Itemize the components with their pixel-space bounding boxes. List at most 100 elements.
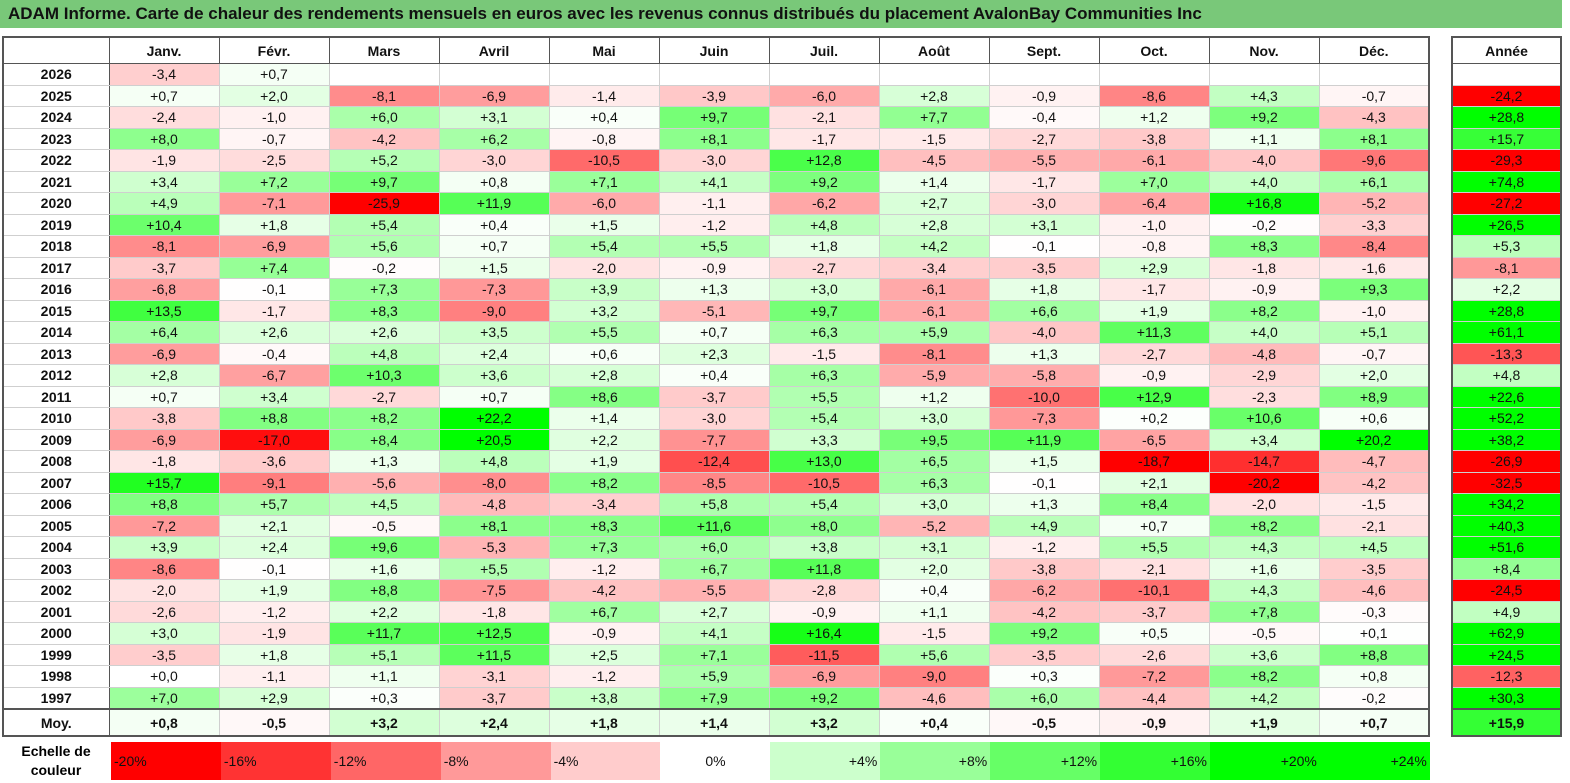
year-label: 1999 <box>2 643 110 666</box>
heat-cell: +6,7 <box>658 557 770 580</box>
heat-cell: +0,6 <box>548 342 660 365</box>
annual-row: +2,2 <box>1451 278 1562 301</box>
heat-cell: -5,5 <box>988 149 1100 172</box>
heat-cell: +4,1 <box>658 170 770 193</box>
heat-cell: +9,5 <box>878 428 990 451</box>
annual-row: -13,3 <box>1451 342 1562 365</box>
heat-cell: -0,9 <box>988 84 1100 107</box>
heat-cell <box>548 63 660 86</box>
year-label: 2014 <box>2 321 110 344</box>
heat-cell: -2,5 <box>218 149 330 172</box>
table-row: 2009 -6,9 -17,0 +8,4 +20,5 +2,2 -7,7 +3,3 +9,5 +1… <box>2 428 1430 451</box>
heat-cell: +3,0 <box>768 278 880 301</box>
heat-cell: +1,9 <box>218 579 330 602</box>
year-label: 2017 <box>2 256 110 279</box>
annual-cell: +38,2 <box>1451 428 1562 451</box>
heat-cell: +5,6 <box>328 235 440 258</box>
annual-cell: +30,3 <box>1451 686 1562 710</box>
table-row: 2003 -8,6 -0,1 +1,6 +5,5 -1,2 +6,7 +11,8 +2,0 -3,… <box>2 557 1430 580</box>
heat-cell: +22,2 <box>438 407 550 430</box>
annual-cell: -24,5 <box>1451 579 1562 602</box>
heat-cell: +1,1 <box>328 665 440 688</box>
heat-cell: -3,6 <box>218 450 330 473</box>
heat-cell: +9,2 <box>768 170 880 193</box>
heat-cell: +2,6 <box>328 321 440 344</box>
heat-cell: -4,8 <box>1208 342 1320 365</box>
heat-cell: +4,8 <box>328 342 440 365</box>
heat-cell: -5,6 <box>328 471 440 494</box>
month-header: Janv. <box>108 36 220 64</box>
heat-cell: -2,0 <box>1208 493 1320 516</box>
heat-cell: -3,7 <box>438 686 550 710</box>
heat-cell: -3,5 <box>1318 557 1430 580</box>
average-label: Moy. <box>2 708 110 737</box>
heat-cell <box>988 63 1100 86</box>
heat-cell: +9,6 <box>328 536 440 559</box>
heat-cell: +8,1 <box>1318 127 1430 150</box>
heat-cell: +0,1 <box>1318 622 1430 645</box>
heat-cell: -5,9 <box>878 364 990 387</box>
heat-cell: +8,2 <box>1208 299 1320 322</box>
heat-cell <box>658 63 770 86</box>
heat-cell: -3,3 <box>1318 213 1430 236</box>
heat-cell: -25,9 <box>328 192 440 215</box>
heat-cell: +2,0 <box>1318 364 1430 387</box>
heat-cell: +5,5 <box>768 385 880 408</box>
heat-cell: -4,2 <box>328 127 440 150</box>
annual-row: +61,1 <box>1451 321 1562 344</box>
annual-cell: +2,2 <box>1451 278 1562 301</box>
heat-cell: -0,1 <box>988 471 1100 494</box>
heat-cell: +9,3 <box>1318 278 1430 301</box>
heat-cell: +4,0 <box>1208 321 1320 344</box>
heat-cell: -6,9 <box>108 342 220 365</box>
table-row: 2023 +8,0 -0,7 -4,2 +6,2 -0,8 +8,1 -1,7 -1,5 -2,7… <box>2 127 1430 150</box>
heat-cell: -1,5 <box>1318 493 1430 516</box>
heat-cell: -8,0 <box>438 471 550 494</box>
heat-cell: -0,2 <box>1318 686 1430 710</box>
heat-cell: -4,3 <box>1318 106 1430 129</box>
heat-cell: -0,8 <box>1098 235 1210 258</box>
annual-cell: -32,5 <box>1451 471 1562 494</box>
heat-cell: -1,1 <box>218 665 330 688</box>
heat-cell: +8,1 <box>438 514 550 537</box>
heat-cell: +2,0 <box>878 557 990 580</box>
heat-cell: +3,4 <box>218 385 330 408</box>
table-row: 2008 -1,8 -3,6 +1,3 +4,8 +1,9 -12,4 +13,0 +6,5 +1… <box>2 450 1430 473</box>
heat-cell: -3,1 <box>438 665 550 688</box>
annual-row: +62,9 <box>1451 622 1562 645</box>
heat-cell: -0,2 <box>328 256 440 279</box>
heat-cell: -7,1 <box>218 192 330 215</box>
heat-cell: +8,8 <box>328 579 440 602</box>
heat-cell: +20,5 <box>438 428 550 451</box>
heat-cell: +7,0 <box>108 686 220 710</box>
heat-cell: +1,6 <box>1208 557 1320 580</box>
heat-cell: -3,7 <box>658 385 770 408</box>
heat-cell: +3,0 <box>108 622 220 645</box>
table-row: 2010 -3,8 +8,8 +8,2 +22,2 +1,4 -3,0 +5,4 +3,0 -7,… <box>2 407 1430 430</box>
heat-cell: +7,9 <box>658 686 770 710</box>
heat-cell: -4,6 <box>878 686 990 710</box>
year-label: 2021 <box>2 170 110 193</box>
heat-cell: -1,2 <box>658 213 770 236</box>
header-row: Janv. Févr. Mars Avril Mai Juin Juil. Août Sept.… <box>3 36 1430 64</box>
heat-cell: +5,9 <box>878 321 990 344</box>
heat-cell: -3,5 <box>988 643 1100 666</box>
heat-cell: -7,2 <box>1098 665 1210 688</box>
month-header: Juil. <box>768 36 880 64</box>
heat-cell <box>1098 63 1210 86</box>
heat-cell: -0,3 <box>1318 600 1430 623</box>
heat-cell <box>328 63 440 86</box>
heat-cell: +1,8 <box>548 708 660 737</box>
heat-cell: -10,5 <box>768 471 880 494</box>
heat-cell: +0,4 <box>548 106 660 129</box>
year-label: 1998 <box>2 665 110 688</box>
table-row: 2024 -2,4 -1,0 +6,0 +3,1 +0,4 +9,7 -2,1 +7,7 -0,4… <box>2 106 1430 129</box>
heat-cell: -2,7 <box>1098 342 1210 365</box>
heat-cell: +4,3 <box>1208 84 1320 107</box>
corner-cell <box>3 37 109 64</box>
color-scale-swatch: -16% <box>220 742 331 780</box>
heat-cell: +7,1 <box>548 170 660 193</box>
heat-cell: -1,9 <box>218 622 330 645</box>
heat-cell: +5,5 <box>658 235 770 258</box>
heat-cell: +1,8 <box>988 278 1100 301</box>
